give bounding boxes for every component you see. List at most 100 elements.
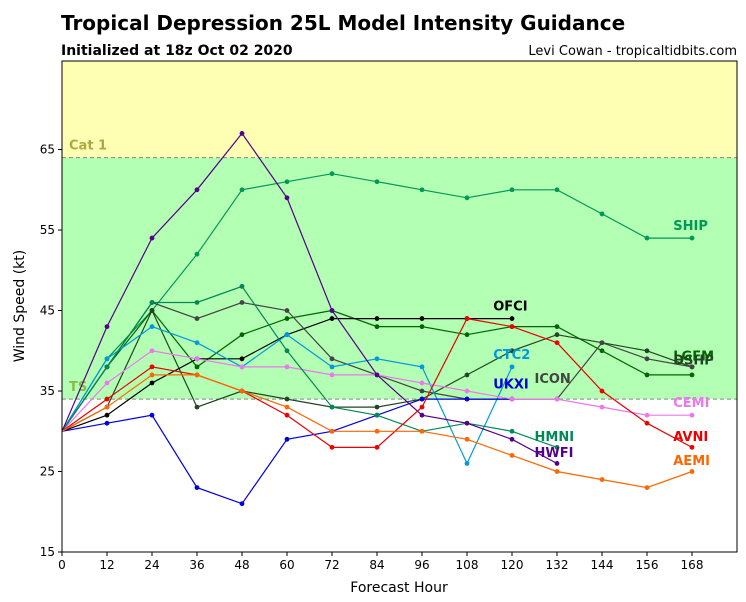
y-tick-label: 35 <box>40 384 55 398</box>
data-point-icon <box>284 308 290 313</box>
data-point-ctc2 <box>374 356 380 362</box>
y-tick-label: 45 <box>40 304 55 318</box>
data-point-dshp <box>149 308 155 313</box>
x-tick-label: 48 <box>234 558 249 572</box>
data-point-hmni <box>509 428 515 434</box>
series-label-ship: SHIP <box>673 219 708 234</box>
data-point-ship <box>419 187 425 193</box>
data-point-ukxi <box>149 412 155 418</box>
series-label-dshp: DSHP <box>673 353 714 368</box>
x-tick-label: 132 <box>546 558 569 572</box>
series-hwfi <box>61 131 560 466</box>
data-point-aemi <box>374 428 380 434</box>
data-point-aemi <box>464 436 470 442</box>
data-point-dshp <box>374 404 380 410</box>
data-point-icon <box>689 364 695 370</box>
x-tick-label: 108 <box>456 558 479 572</box>
data-point-ship <box>284 179 290 185</box>
data-point-ship <box>374 179 380 185</box>
data-point-dshp <box>644 348 650 354</box>
series-avni <box>61 316 695 450</box>
data-point-avni <box>329 444 335 450</box>
data-point-ukxi <box>239 501 245 507</box>
data-point-ukxi <box>194 485 200 491</box>
data-point-ctc2 <box>104 356 110 362</box>
data-point-ofci <box>149 380 155 386</box>
chart-subtitle: Initialized at 18z Oct 02 2020 <box>61 43 293 59</box>
data-point-hmni <box>554 444 560 450</box>
series-label-cemi: CEMI <box>673 396 709 411</box>
data-point-hmni <box>149 300 155 305</box>
data-point-hwfi <box>464 420 470 426</box>
data-point-ctc2 <box>284 332 290 338</box>
data-point-cemi <box>194 356 200 362</box>
data-point-icon <box>599 340 605 346</box>
data-point-aemi <box>284 404 290 410</box>
data-point-ofci <box>419 316 425 321</box>
data-point-lgem <box>689 372 695 378</box>
data-point-avni <box>419 404 425 410</box>
data-point-hwfi <box>194 187 200 193</box>
x-tick-label: 120 <box>501 558 524 572</box>
data-point-lgem <box>239 332 245 338</box>
data-point-hwfi <box>149 235 155 241</box>
data-point-avni <box>554 340 560 346</box>
data-point-ukxi <box>419 396 425 402</box>
series-line-hmni <box>61 285 558 448</box>
chart-title: Tropical Depression 25L Model Intensity … <box>61 11 625 35</box>
data-point-cemi <box>239 364 245 370</box>
series-label-avni: AVNI <box>673 430 708 445</box>
data-point-ship <box>329 171 335 177</box>
data-point-ship <box>689 235 695 241</box>
data-point-ship <box>194 251 200 257</box>
data-point-aemi <box>329 428 335 434</box>
data-point-aemi <box>554 469 560 474</box>
x-tick-label: 156 <box>636 558 659 572</box>
y-axis-label: Wind Speed (kt) <box>12 250 28 363</box>
data-point-avni <box>509 324 515 330</box>
data-point-hmni <box>284 348 290 354</box>
x-tick-label: 144 <box>591 558 614 572</box>
data-point-hmni <box>239 283 245 289</box>
data-point-lgem <box>599 348 605 354</box>
axes: 0 12 24 36 48 60 72 84 96 108 120 132 144 156 168 15 25 3… <box>40 60 738 572</box>
data-point-ship <box>599 211 605 217</box>
data-point-hmni <box>329 404 335 410</box>
data-point-cemi <box>689 412 695 418</box>
data-point-icon <box>419 388 425 394</box>
data-point-lgem <box>464 332 470 338</box>
data-point-cemi <box>419 380 425 386</box>
data-point-hwfi <box>104 324 110 330</box>
data-point-ctc2 <box>464 461 470 466</box>
y-tick-label: 55 <box>40 223 55 237</box>
x-axis-label: Forecast Hour <box>350 580 448 596</box>
band-label: Cat 1 <box>69 139 107 154</box>
x-tick-label: 24 <box>144 558 159 572</box>
data-point-hwfi <box>509 436 515 442</box>
series-label-aemi: AEMI <box>673 454 710 469</box>
data-point-cemi <box>509 396 515 402</box>
data-point-avni <box>149 364 155 370</box>
data-point-ukxi <box>284 436 290 442</box>
data-point-hwfi <box>374 372 380 378</box>
x-tick-label: 84 <box>369 558 384 572</box>
y-tick-label: 15 <box>40 545 55 559</box>
x-tick-label: 12 <box>99 558 114 572</box>
data-point-dshp <box>554 332 560 338</box>
series-ukxi <box>61 396 515 507</box>
data-point-dshp <box>194 404 200 410</box>
data-point-cemi <box>104 380 110 386</box>
data-point-aemi <box>644 485 650 491</box>
data-point-ukxi <box>104 420 110 426</box>
data-point-hmni <box>104 364 110 370</box>
data-point-avni <box>374 444 380 450</box>
data-point-ctc2 <box>329 364 335 370</box>
series-label-ctc2: CTC2 <box>493 348 530 363</box>
data-point-ofci <box>374 316 380 321</box>
x-tick-label: 60 <box>279 558 294 572</box>
data-point-ship <box>554 187 560 193</box>
series-hmni <box>61 283 560 450</box>
data-point-ship <box>509 187 515 193</box>
